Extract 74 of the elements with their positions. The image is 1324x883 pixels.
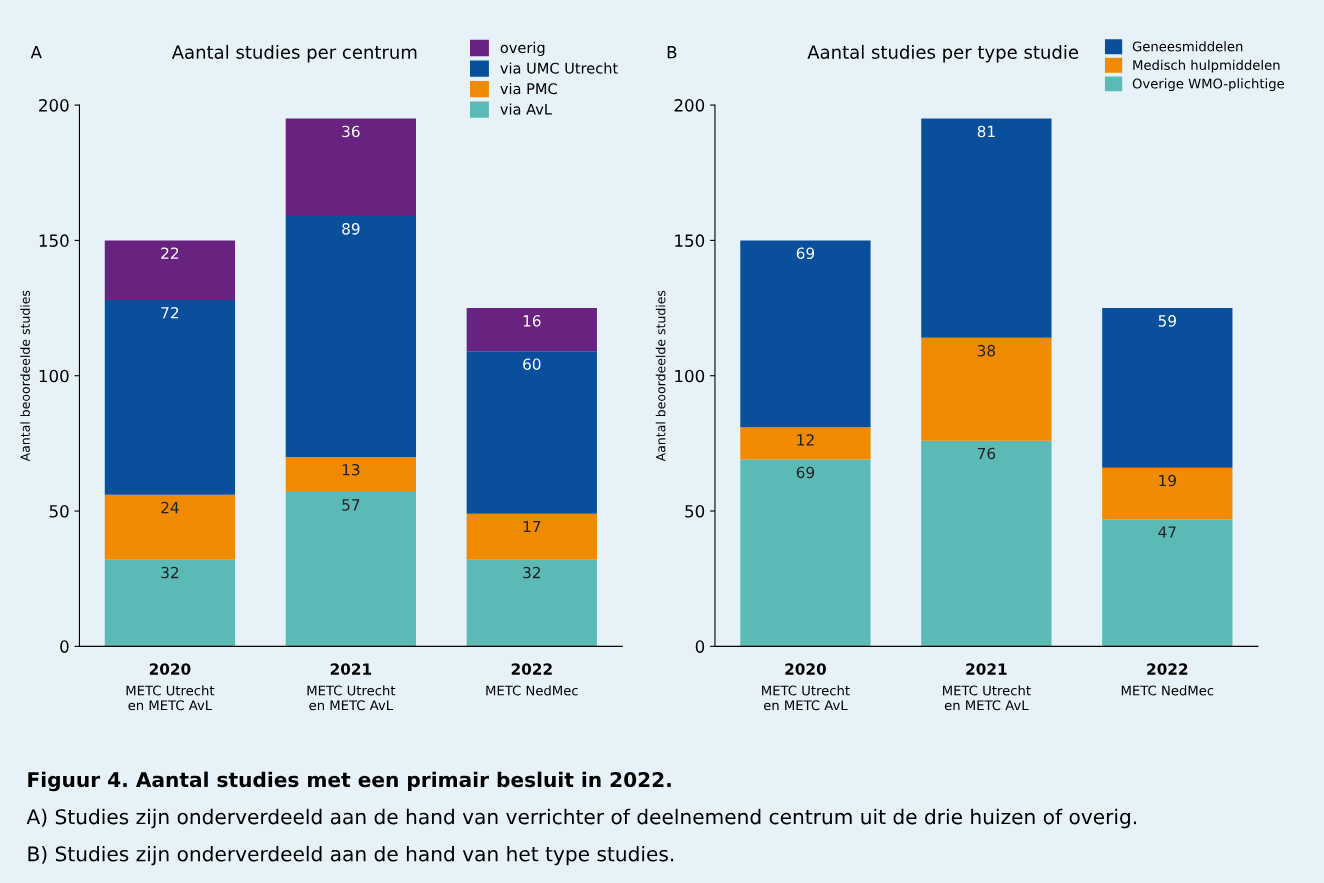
bar: [466, 351, 597, 514]
y-tick-label: 200: [39, 99, 69, 112]
bar: [1102, 519, 1233, 647]
data-label: 38: [977, 344, 996, 357]
bar: [466, 559, 597, 647]
data-label: 24: [161, 501, 179, 514]
data-label: 36: [342, 125, 360, 138]
bar: [285, 216, 416, 457]
data-label: 12: [797, 434, 814, 446]
text: B: [667, 46, 677, 59]
bar: [921, 118, 1052, 338]
bar: [104, 240, 236, 300]
legend-label: via PMC: [500, 82, 557, 95]
text: Figuur 4. Aantal studies met een primair besluit in 2022.: [28, 771, 671, 792]
data-label: 81: [977, 125, 995, 138]
data-label: 17: [523, 520, 541, 533]
y-tick-label: 150: [39, 234, 69, 247]
bar: [104, 559, 236, 647]
data-label: 60: [523, 358, 541, 370]
x-tick-label: 2020 METC Utrecht en METC AvL: [126, 663, 215, 711]
bar: [285, 456, 416, 493]
text: A: [30, 46, 42, 59]
bar: [921, 337, 1052, 441]
bar: [921, 440, 1052, 647]
data-label: 19: [1159, 474, 1176, 487]
y-tick-label: 50: [685, 505, 705, 518]
y-tick-label: 50: [49, 505, 69, 518]
bar: [285, 492, 416, 647]
chart-title: Aantal studies per type studie: [807, 44, 1079, 63]
chart-title: Aantal studies per centrum: [171, 44, 417, 63]
y-tick-label: 100: [675, 369, 705, 383]
y-tick-label: 0: [695, 640, 705, 653]
data-label: 89: [342, 223, 360, 235]
data-label: 72: [161, 306, 179, 319]
text: A) Studies zijn onderverdeeld aan de hand van verrichter of deelnemend centrum uit de drie huizen of overig.: [26, 808, 1137, 829]
data-label: 32: [161, 566, 179, 579]
legend-label: via UMC Utrecht: [500, 62, 618, 74]
y-tick-label: 150: [675, 234, 705, 247]
bar: [1102, 467, 1233, 520]
legend-label: Geneesmiddelen: [1132, 41, 1243, 52]
data-label: 32: [523, 566, 540, 579]
y-tick-label: 0: [60, 640, 69, 653]
data-label: 57: [342, 499, 360, 511]
data-label: 22: [161, 247, 179, 259]
text: B) Studies zijn onderverdeeld aan de hand van het type studies.: [28, 845, 674, 866]
y-tick-label: 100: [39, 369, 69, 383]
x-tick-label: 2022 METC NedMec: [1121, 663, 1214, 696]
bar: [466, 308, 597, 352]
bar: [740, 427, 871, 460]
bar: [466, 513, 597, 560]
y-axis-title: Aantal beoordeelde studies: [20, 290, 30, 462]
data-label: 76: [977, 447, 996, 460]
y-axis-title: Aantal beoordeelde studies: [655, 290, 666, 462]
bar: [740, 240, 871, 428]
x-tick-label: 2021 METC Utrecht en METC AvL: [307, 663, 396, 711]
data-label: 69: [796, 247, 815, 259]
y-tick-label: 200: [674, 99, 705, 112]
data-label: 59: [1158, 315, 1176, 327]
bar: [104, 299, 236, 495]
legend-label: Medisch hulpmiddelen: [1133, 59, 1280, 73]
data-label: 47: [1158, 526, 1176, 538]
data-label: 16: [523, 315, 541, 327]
data-label: 13: [342, 463, 360, 476]
legend-label: overig: [500, 41, 545, 56]
bar: [740, 459, 871, 647]
x-tick-label: 2022 METC NedMec: [486, 663, 578, 696]
bar: [285, 118, 416, 217]
data-label: 69: [796, 466, 815, 479]
legend-label: via AvL: [500, 103, 552, 115]
bar: [104, 494, 236, 560]
bar: [1102, 308, 1233, 468]
legend-label: Overige WMO-plichtige: [1132, 78, 1285, 92]
x-tick-label: 2021 METC Utrecht en METC AvL: [943, 663, 1031, 711]
x-tick-label: 2020 METC Utrecht en METC AvL: [762, 663, 850, 711]
